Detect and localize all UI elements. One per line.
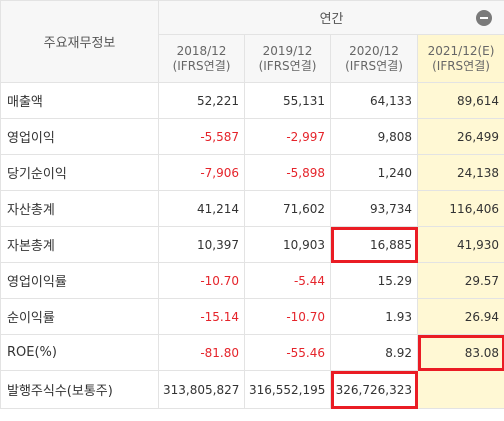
- value-cell: 29.57: [416, 262, 504, 299]
- value-cell: 64,133: [330, 82, 418, 119]
- row-label: 영업이익률: [0, 262, 159, 299]
- value-cell: 8.92: [330, 334, 418, 371]
- row-net-margin: 순이익률 -15.14 -10.70 1.93 26.94: [0, 298, 504, 335]
- highlighted-value-cell: 326,726,323: [330, 370, 418, 409]
- value-cell: 26.94: [416, 298, 504, 335]
- value-cell: -5,587: [158, 118, 245, 155]
- value-cell: -2,997: [244, 118, 331, 155]
- row-total-equity: 자본총계 10,397 10,903 16,885 41,930: [0, 226, 504, 263]
- year-label: 2019/12: [262, 43, 313, 58]
- row-operating-profit: 영업이익 -5,587 -2,997 9,808 26,499: [0, 118, 504, 155]
- value-cell: 316,552,195: [244, 370, 331, 409]
- row-net-income: 당기순이익 -7,906 -5,898 1,240 24,138: [0, 154, 504, 191]
- value-cell: 89,614: [416, 82, 504, 119]
- highlighted-value-cell: 16,885: [330, 226, 418, 263]
- row-label: 매출액: [0, 82, 159, 119]
- value-cell: -5,898: [244, 154, 331, 191]
- value-cell: [416, 370, 504, 409]
- value-cell: 15.29: [330, 262, 418, 299]
- value-cell: 10,397: [158, 226, 245, 263]
- row-roe: ROE(%) -81.80 -55.46 8.92 83.08: [0, 334, 504, 371]
- period-header: 연간: [157, 0, 504, 35]
- value-cell: 313,805,827: [158, 370, 245, 409]
- row-label: 순이익률: [0, 298, 159, 335]
- standard-label: (IFRS연결): [345, 58, 403, 73]
- value-cell: 1,240: [330, 154, 418, 191]
- row-label: 영업이익: [0, 118, 159, 155]
- value-cell: -10.70: [244, 298, 331, 335]
- year-header-2020: 2020/12 (IFRS연결): [330, 34, 418, 83]
- row-label: 자본총계: [0, 226, 159, 263]
- year-header-2021-estimate: 2021/12(E) (IFRS연결): [416, 34, 504, 83]
- value-cell: 116,406: [416, 190, 504, 227]
- year-label: 2018/12: [176, 43, 227, 58]
- row-operating-margin: 영업이익률 -10.70 -5.44 15.29 29.57: [0, 262, 504, 299]
- financial-summary-table: 주요재무정보 연간 2018/12 (IFRS연결) 2019/12 (IFRS…: [0, 0, 504, 409]
- value-cell: -81.80: [158, 334, 245, 371]
- value-cell: -10.70: [158, 262, 245, 299]
- row-revenue: 매출액 52,221 55,131 64,133 89,614: [0, 82, 504, 119]
- row-label: 발행주식수(보통주): [0, 370, 159, 409]
- year-label: 2021/12(E): [427, 43, 495, 58]
- row-total-assets: 자산총계 41,214 71,602 93,734 116,406: [0, 190, 504, 227]
- year-label: 2020/12: [349, 43, 399, 58]
- value-cell: 41,214: [158, 190, 245, 227]
- value-cell: 26,499: [416, 118, 504, 155]
- minus-circle-icon[interactable]: [476, 10, 493, 26]
- standard-label: (IFRS연결): [432, 58, 490, 73]
- value-cell: 41,930: [416, 226, 504, 263]
- value-cell: -7,906: [158, 154, 245, 191]
- year-header-2019: 2019/12 (IFRS연결): [244, 34, 331, 83]
- value-cell: -5.44: [244, 262, 331, 299]
- row-label: 당기순이익: [0, 154, 159, 191]
- value-cell: -55.46: [244, 334, 331, 371]
- value-cell: 1.93: [330, 298, 418, 335]
- row-label: 자산총계: [0, 190, 159, 227]
- year-header-2018: 2018/12 (IFRS연결): [158, 34, 245, 83]
- value-cell: 52,221: [158, 82, 245, 119]
- value-cell: 10,903: [244, 226, 331, 263]
- value-cell: 24,138: [416, 154, 504, 191]
- row-label: ROE(%): [0, 334, 159, 371]
- value-cell: 71,602: [244, 190, 331, 227]
- period-label: 연간: [319, 12, 344, 27]
- standard-label: (IFRS연결): [258, 58, 317, 73]
- value-cell: -15.14: [158, 298, 245, 335]
- value-cell: 9,808: [330, 118, 418, 155]
- highlighted-value-cell: 83.08: [416, 334, 504, 371]
- value-cell: 93,734: [330, 190, 418, 227]
- value-cell: 55,131: [244, 82, 331, 119]
- corner-label: 주요재무정보: [0, 0, 159, 83]
- row-shares-outstanding: 발행주식수(보통주) 313,805,827 316,552,195 326,7…: [0, 370, 504, 409]
- standard-label: (IFRS연결): [172, 58, 231, 73]
